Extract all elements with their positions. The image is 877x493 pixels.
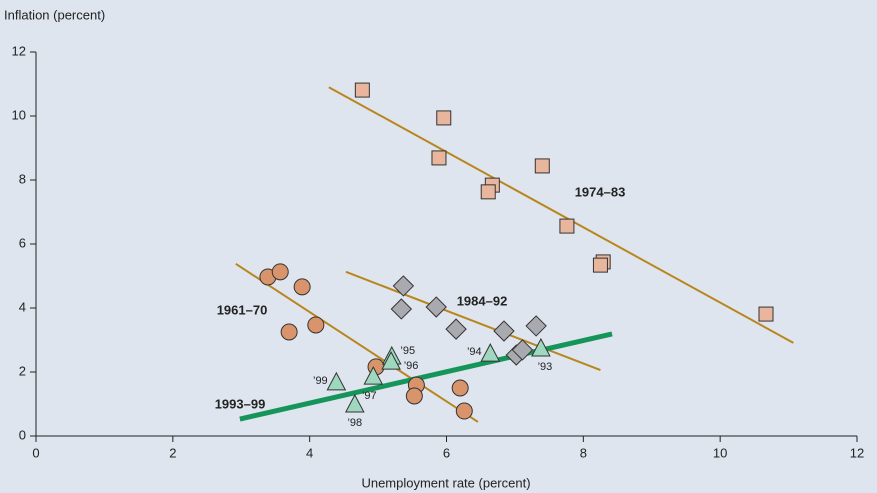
point xyxy=(354,82,370,98)
y-tick-label: 8 xyxy=(19,171,26,186)
series-label: 1974–83 xyxy=(575,184,626,199)
y-tick-label: 6 xyxy=(19,235,26,250)
point xyxy=(531,337,551,357)
point xyxy=(480,343,501,362)
point xyxy=(493,320,515,342)
point xyxy=(425,296,447,318)
point-label: ’94 xyxy=(467,346,482,358)
x-tick-label: 0 xyxy=(32,445,39,460)
point xyxy=(405,387,423,405)
series-label: 1993–99 xyxy=(215,396,266,411)
point xyxy=(445,318,467,340)
series-label: 1984–92 xyxy=(457,293,508,308)
point-label: ’96 xyxy=(404,360,419,372)
point xyxy=(559,218,575,234)
point xyxy=(280,323,298,341)
y-tick-label: 4 xyxy=(19,299,26,314)
point xyxy=(436,110,452,126)
point xyxy=(511,339,534,361)
x-tick-label: 10 xyxy=(713,445,727,460)
y-tick-label: 10 xyxy=(12,107,26,122)
y-tick-label: 12 xyxy=(12,43,26,58)
point-label: ’97 xyxy=(362,390,377,402)
point xyxy=(392,275,415,297)
point xyxy=(480,184,496,200)
point xyxy=(363,366,384,385)
series-label: 1961–70 xyxy=(217,302,268,317)
x-axis-label: Unemployment rate (percent) xyxy=(361,475,530,490)
x-tick-label: 12 xyxy=(850,445,864,460)
x-tick-label: 6 xyxy=(443,445,450,460)
x-tick-label: 4 xyxy=(306,445,313,460)
point xyxy=(326,371,347,391)
point xyxy=(758,306,774,322)
point xyxy=(390,298,413,320)
trend-line xyxy=(328,86,794,344)
point xyxy=(451,379,469,397)
trend-line xyxy=(239,331,613,422)
point-label: ’95 xyxy=(400,345,415,357)
point xyxy=(307,316,325,334)
x-tick-label: 8 xyxy=(580,445,587,460)
point-label: ’98 xyxy=(347,417,362,429)
point xyxy=(381,351,401,370)
point xyxy=(271,263,289,281)
point xyxy=(344,393,365,413)
point-label: ’93 xyxy=(538,361,553,373)
point xyxy=(525,315,547,337)
trend-line xyxy=(345,270,601,372)
y-tick-label: 2 xyxy=(19,363,26,378)
point xyxy=(455,402,473,420)
point xyxy=(592,257,608,273)
point xyxy=(293,278,311,296)
point-label: ’99 xyxy=(313,375,328,387)
y-tick-label: 0 xyxy=(19,427,26,442)
point xyxy=(431,150,447,166)
trend-line xyxy=(235,263,479,423)
point xyxy=(534,158,550,174)
y-axis-label: Inflation (percent) xyxy=(4,7,105,22)
x-tick-label: 2 xyxy=(169,445,176,460)
